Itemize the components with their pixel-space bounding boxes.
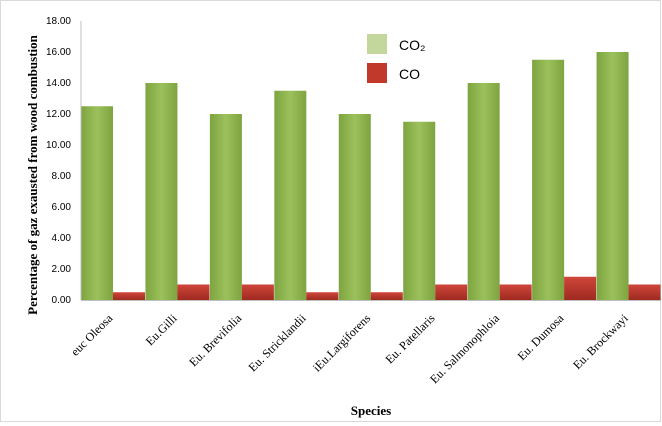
x-tick-label: iEu.Largiforens: [310, 311, 373, 374]
co-bar: [435, 284, 468, 300]
y-tick-label: 14.00: [46, 78, 71, 89]
y-tick-label: 16.00: [46, 47, 71, 58]
co-bar: [241, 284, 274, 300]
x-tick-label: Eu. Salmonophloia: [427, 311, 502, 386]
co2-bar: [596, 52, 629, 300]
co2-bar: [81, 106, 113, 300]
co-bar: [177, 284, 210, 300]
co2-bar: [403, 121, 436, 300]
x-tick-label: Eu. Brockwayi: [570, 311, 631, 372]
co-bar: [628, 284, 661, 300]
y-axis-title: Percentage of gaz exausted from wood com…: [25, 34, 40, 314]
y-tick-label: 12.00: [46, 109, 71, 120]
co-bar: [113, 292, 145, 300]
x-axis-title: Species: [351, 403, 391, 418]
y-tick-label: 4.00: [52, 233, 72, 244]
co2-bar: [467, 83, 500, 300]
co2-bar: [274, 90, 307, 300]
legend-swatch-co: [367, 63, 387, 83]
legend-label-co: CO: [399, 66, 420, 82]
y-tick-label: 10.00: [46, 140, 71, 151]
y-tick-label: 18.00: [46, 16, 71, 27]
x-tick-label: Eu. Patellaris: [382, 311, 437, 366]
x-tick-label: Eu. Stricklandii: [246, 311, 310, 375]
co-bar: [306, 292, 339, 300]
x-tick-label: Eu. Brevifolia: [186, 311, 244, 369]
y-tick-label: 8.00: [52, 171, 72, 182]
y-tick-label: 6.00: [52, 202, 72, 213]
co-bar: [370, 292, 403, 300]
co2-bar: [145, 83, 178, 300]
y-tick-label: 0.00: [52, 295, 72, 306]
co2-bar: [532, 59, 565, 300]
y-tick-label: 2.00: [52, 264, 72, 275]
legend: CO₂ CO: [367, 34, 425, 83]
co-bar: [499, 284, 532, 300]
legend-label-co2: CO₂: [399, 37, 425, 53]
x-tick-label: euc Oleosa: [68, 311, 116, 359]
x-tick-label: Eu.Gilli: [143, 311, 180, 348]
co-bar: [564, 276, 597, 300]
co2-bar: [209, 114, 242, 300]
co2-bar: [338, 114, 371, 300]
legend-swatch-co2: [367, 34, 387, 54]
x-tick-label: Eu. Dumosa: [515, 311, 567, 363]
